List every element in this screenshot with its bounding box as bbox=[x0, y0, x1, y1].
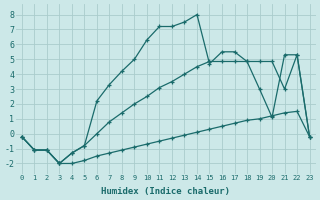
X-axis label: Humidex (Indice chaleur): Humidex (Indice chaleur) bbox=[101, 187, 230, 196]
